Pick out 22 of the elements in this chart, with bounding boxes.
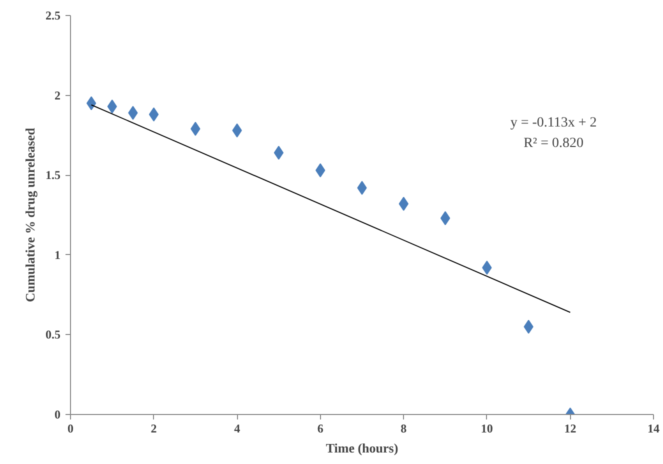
y-tick-label: 0: [54, 408, 60, 422]
point: [148, 107, 159, 122]
x-axis-title: Time (hours): [326, 440, 398, 456]
y-tick-label: 2: [54, 88, 60, 102]
x-tick-label: 8: [400, 422, 407, 436]
x-tick-label: 0: [68, 422, 74, 436]
y-tick-label: 1.5: [46, 168, 60, 182]
y-tick-label: 0.5: [46, 328, 60, 342]
y-tick-label: 2.5: [46, 8, 60, 22]
x-tick-label: 10: [480, 422, 493, 436]
point: [440, 211, 450, 226]
point: [274, 146, 284, 160]
y-tick-label: 1: [54, 248, 60, 262]
x-tick-label: 2: [150, 422, 157, 436]
annotation: R² = 0.820: [524, 136, 584, 152]
x-tick-label: 6: [317, 422, 324, 436]
x-tick-label: 14: [648, 422, 660, 436]
x-tick-label: 4: [234, 422, 240, 436]
annotation: y = -0.113x + 2: [510, 115, 597, 130]
point: [86, 96, 96, 110]
x-tick-label: 12: [564, 422, 576, 436]
y-axis-title: Cumulative % drug unreleased: [22, 127, 38, 302]
